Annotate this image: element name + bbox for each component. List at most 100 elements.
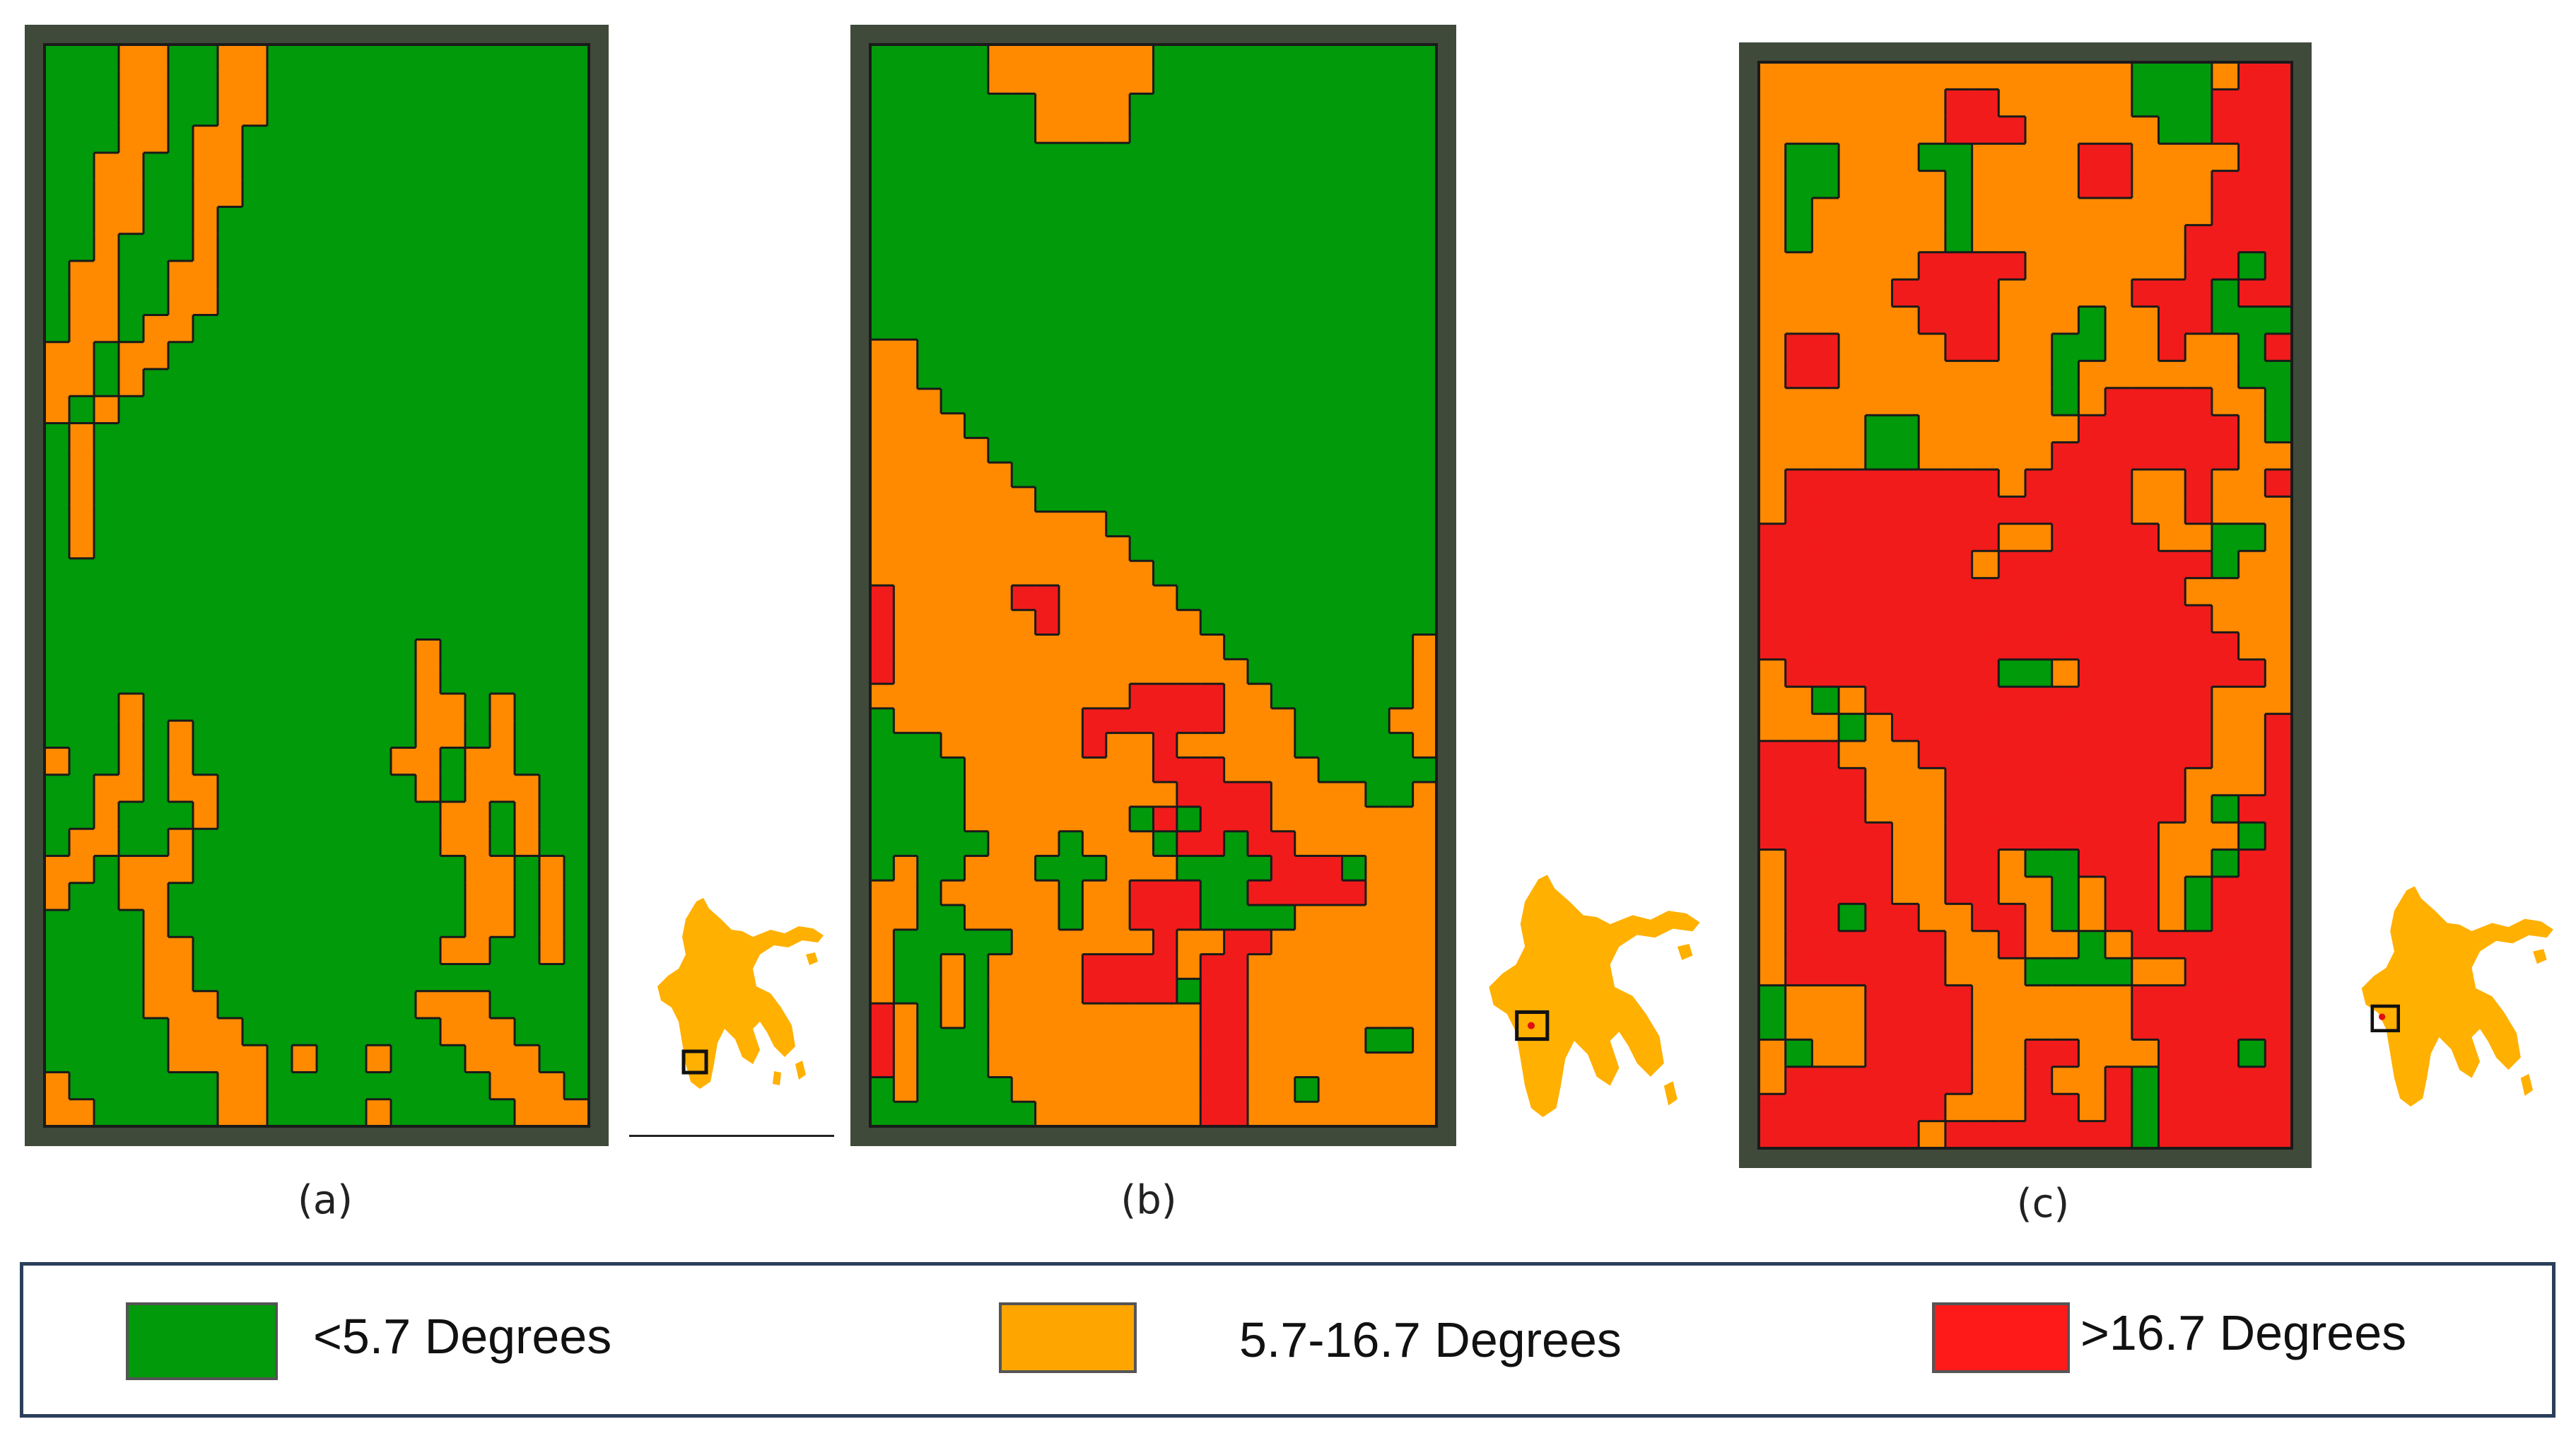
slope-map-b-cell [1389, 216, 1414, 242]
slope-map-a-cell [341, 125, 367, 153]
slope-map-c-cell [1812, 1012, 1839, 1040]
slope-map-c-cell [1972, 361, 1999, 389]
slope-map-a-cell [242, 612, 268, 641]
slope-map-b-cell [894, 634, 918, 660]
slope-map-a-cell [317, 558, 342, 586]
slope-map-a-cell [539, 531, 565, 559]
slope-map-b-cell [1012, 684, 1036, 709]
slope-map-a-cell [564, 98, 590, 127]
slope-map-b-cell [1294, 118, 1319, 144]
slope-map-c-cell [2185, 361, 2213, 389]
slope-map-b-cell [1012, 45, 1036, 70]
slope-map-c-cell [2158, 334, 2186, 361]
slope-map-b-cell [941, 364, 966, 390]
slope-map-c-cell [1865, 822, 1893, 851]
slope-map-c-cell [2211, 1012, 2240, 1040]
slope-map-a-cell [193, 882, 218, 911]
slope-map-a-cell [539, 802, 565, 829]
slope-map-b-cell [1224, 585, 1248, 611]
slope-map-a-cell [292, 477, 317, 505]
slope-map-b-cell [1365, 511, 1390, 537]
slope-map-a-cell [391, 180, 416, 208]
slope-map-a-cell [69, 342, 95, 370]
slope-map-b-cell [1012, 708, 1036, 734]
slope-map-c-cell [1865, 306, 1893, 334]
slope-map-c-cell [1812, 279, 1839, 308]
slope-map-a-cell [69, 585, 95, 613]
slope-map-a-cell [341, 342, 367, 370]
slope-map-c-cell [2211, 144, 2240, 172]
slope-map-a-cell [515, 288, 540, 316]
slope-map-b-cell [894, 216, 918, 242]
slope-map-c-cell [2265, 1039, 2293, 1068]
slope-map-a-cell [515, 612, 540, 641]
slope-map-b-cell [1059, 757, 1083, 783]
slope-map-a-cell [218, 694, 243, 721]
slope-map-a-cell [391, 991, 416, 1019]
slope-map-b-cell [1412, 388, 1437, 414]
slope-map-a-cell [465, 991, 491, 1019]
slope-map-b-cell [1176, 69, 1201, 95]
slope-map-a-cell [317, 261, 342, 288]
slope-map-a-cell [416, 802, 441, 829]
slope-map-b-cell [1271, 856, 1296, 881]
slope-map-a-cell [242, 802, 268, 829]
slope-map-c-cell [1812, 170, 1839, 199]
slope-map-b-cell [1176, 462, 1201, 488]
slope-map-b-cell [894, 732, 918, 759]
slope-map-a-cell [564, 315, 590, 343]
slope-map-c-cell [1945, 1039, 1973, 1068]
slope-map-b-cell [1106, 93, 1130, 119]
slope-map-b-cell [1248, 659, 1272, 684]
slope-map-c-cell [1785, 469, 1813, 497]
slope-map-a-cell [45, 1018, 70, 1046]
slope-map-b-cell [1412, 634, 1437, 660]
slope-map-a-cell [416, 98, 441, 127]
slope-map-b-cell [1412, 413, 1437, 438]
slope-map-b-cell [1153, 708, 1178, 734]
slope-map-a-cell [94, 233, 119, 262]
slope-map-a-cell [292, 125, 317, 153]
slope-map-a-cell [564, 1099, 590, 1127]
slope-map-c [1757, 61, 2293, 1150]
slope-map-c-cell [1812, 198, 1839, 226]
slope-map-b-cell [941, 634, 966, 660]
slope-map-c-cell [1998, 442, 2026, 470]
slope-map-b-cell [1342, 856, 1366, 881]
slope-map-a-cell [317, 991, 342, 1019]
slope-map-c-cell [2131, 822, 2160, 851]
slope-map-a-cell [391, 694, 416, 721]
slope-map-b-cell [1035, 290, 1060, 316]
slope-map-b-cell [1200, 1077, 1225, 1102]
slope-map-b-cell [1271, 265, 1296, 291]
slope-map-b-cell [917, 462, 942, 488]
slope-map-c-cell [2185, 659, 2213, 687]
slope-map-b-cell [917, 1102, 942, 1127]
slope-map-b-cell [1294, 167, 1319, 193]
slope-map-a-cell [144, 1072, 169, 1100]
slope-map-b-cell [870, 856, 894, 881]
slope-map-c-cell [1945, 1066, 1973, 1094]
slope-map-b-cell [1035, 143, 1060, 168]
slope-map-b-cell [1200, 438, 1225, 463]
slope-map-a-cell [242, 585, 268, 613]
slope-map-a-cell [564, 396, 590, 424]
slope-map-b-cell [1012, 438, 1036, 463]
slope-map-b-cell [1200, 659, 1225, 684]
slope-map-a-cell [69, 206, 95, 235]
slope-map-b-cell [1318, 954, 1343, 979]
slope-map-b-cell [1176, 192, 1201, 218]
slope-map-c-cell [1865, 442, 1893, 470]
slope-map-b-cell [1248, 856, 1272, 881]
slope-map-b-cell [1365, 634, 1390, 660]
slope-map-a-cell [45, 477, 70, 505]
slope-map-b-cell [1342, 609, 1366, 636]
slope-map-c-cell [2265, 958, 2293, 986]
slope-map-b-cell [917, 708, 942, 734]
slope-map-c-cell [2078, 904, 2106, 932]
slope-map-b-cell [1248, 486, 1272, 513]
slope-map-c-cell [2238, 279, 2266, 308]
slope-map-c-cell [1759, 605, 1786, 633]
slope-map-a-cell [564, 910, 590, 938]
slope-map-c-cell [1812, 1039, 1839, 1068]
